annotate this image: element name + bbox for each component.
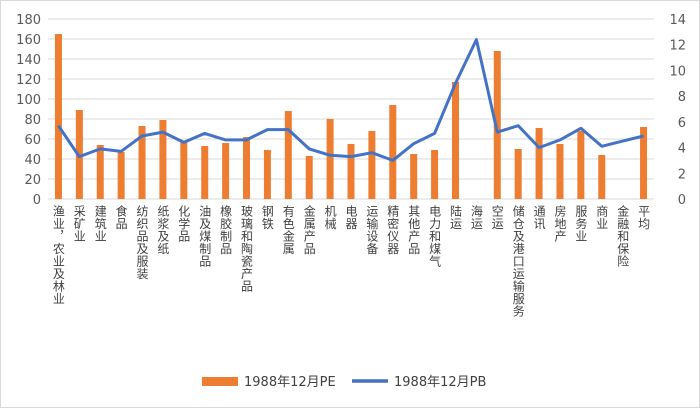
- category-label: 采矿业: [72, 205, 86, 243]
- right-tick-label: 12: [669, 39, 686, 54]
- pe-bar: [138, 126, 146, 199]
- category-label: 钢铁: [260, 205, 274, 230]
- left-tick-label: 100: [16, 93, 41, 108]
- pe-bar: [284, 111, 292, 199]
- left-axis-ticks: 0 20 40 60 80 100 120 140 160 180: [16, 13, 41, 208]
- pe-bar: [54, 34, 62, 199]
- pe-bar: [243, 137, 251, 199]
- left-tick-label: 60: [24, 133, 41, 148]
- pe-bar: [389, 105, 397, 199]
- left-tick-label: 40: [24, 153, 41, 168]
- pe-bar: [514, 149, 522, 199]
- category-label: 金属产品: [302, 204, 316, 255]
- category-label: 通讯: [532, 205, 546, 231]
- left-tick-label: 0: [33, 193, 41, 208]
- category-label: 空运: [490, 205, 504, 231]
- category-label: 化学品: [177, 205, 191, 243]
- category-label: 海运: [469, 204, 483, 231]
- category-label: 电力和煤气: [428, 205, 442, 268]
- category-label: 陆运: [449, 204, 463, 231]
- category-label: 金融和保险: [616, 204, 630, 268]
- pe-bar: [535, 128, 543, 199]
- pe-bar: [305, 156, 313, 199]
- pe-bar: [347, 144, 355, 199]
- pe-bar: [493, 51, 501, 199]
- pe-bar: [326, 119, 334, 199]
- category-label: 油及煤制品: [198, 205, 212, 268]
- right-tick-label: 6: [678, 116, 686, 131]
- left-tick-label: 20: [24, 173, 41, 188]
- pe-bar: [431, 150, 439, 199]
- category-label: 橡胶制品: [219, 205, 233, 255]
- pe-bar: [222, 143, 230, 199]
- category-labels: 渔业，农业及林业 采矿业 建筑业 食品 纺织品及服装 纸浆及纸 化学品 油及煤制品 橡胶制品 玻璃…: [51, 204, 650, 318]
- pe-bar: [159, 120, 167, 199]
- pe-bar: [180, 142, 188, 199]
- category-label: 其他产品: [407, 205, 421, 255]
- pb-line: [57, 38, 644, 162]
- pe-bar: [368, 131, 376, 199]
- category-label: 运输设备: [365, 205, 379, 256]
- left-tick-label: 120: [16, 73, 41, 88]
- pe-bar: [556, 144, 564, 199]
- legend-pb-label: 1988年12月PB: [394, 375, 486, 390]
- left-tick-label: 160: [16, 33, 41, 48]
- category-label: 建筑业: [93, 205, 107, 243]
- category-label: 机械: [323, 205, 337, 230]
- legend: 1988年12月PE 1988年12月PB: [202, 375, 486, 390]
- pe-bar: [451, 82, 459, 199]
- category-label: 平均: [637, 205, 651, 230]
- pe-bar: [640, 127, 648, 199]
- pe-bar: [201, 146, 209, 199]
- legend-pe-label: 1988年12月PE: [244, 375, 336, 390]
- category-label: 商业: [595, 204, 609, 230]
- right-tick-label: 14: [669, 13, 686, 28]
- legend-pe-swatch: [202, 377, 238, 386]
- right-tick-label: 10: [669, 64, 686, 79]
- category-label: 房地产: [553, 204, 567, 243]
- category-label: 储仓及港口运输服务: [511, 204, 525, 318]
- right-axis-ticks: 0 2 4 6 8 10 12 14: [669, 13, 686, 208]
- pe-bar: [263, 150, 271, 199]
- category-label: 精密仪器: [386, 205, 400, 256]
- pe-bar: [96, 145, 104, 199]
- gridlines: [48, 18, 654, 200]
- right-tick-label: 8: [678, 90, 686, 105]
- right-tick-label: 4: [678, 142, 686, 157]
- category-label: 食品: [114, 204, 128, 230]
- pe-bar: [577, 131, 585, 199]
- pe-bar: [410, 154, 418, 199]
- category-label: 电器: [344, 205, 358, 231]
- left-tick-label: 180: [16, 13, 41, 28]
- category-label: 纺织品及服装: [135, 205, 149, 281]
- right-tick-label: 0: [678, 193, 686, 208]
- category-label: 纸浆及纸: [156, 205, 170, 256]
- pb-series-line: [57, 38, 644, 162]
- pe-bar: [598, 155, 606, 199]
- right-tick-label: 2: [678, 167, 686, 182]
- pe-bar: [117, 152, 125, 199]
- left-tick-label: 80: [24, 113, 41, 128]
- left-tick-label: 140: [16, 53, 41, 68]
- category-label: 渔业，农业及林业: [51, 205, 65, 305]
- category-label: 有色金属: [281, 205, 295, 256]
- category-label: 服务业: [574, 205, 588, 243]
- category-label: 玻璃和陶瓷产品: [240, 205, 254, 293]
